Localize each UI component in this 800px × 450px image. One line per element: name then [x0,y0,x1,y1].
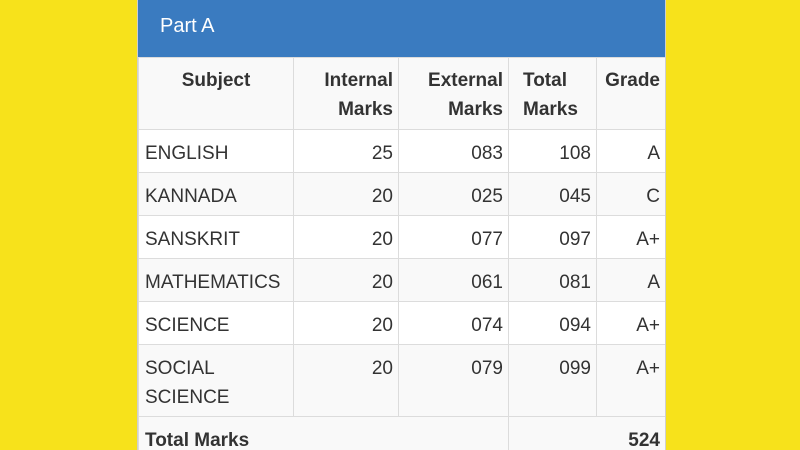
table-row: MATHEMATICS 20 061 081 A [138,258,665,302]
external-cell: 025 [398,172,509,216]
grade-cell: A+ [596,215,665,259]
internal-cell: 20 [293,215,399,259]
subject-cell: MATHEMATICS [138,258,294,302]
results-card: Part A Subject Internal Marks External M… [137,0,666,450]
total-cell: 045 [508,172,597,216]
external-cell: 079 [398,344,509,417]
col-header-external: External Marks [398,57,509,130]
subject-cell: KANNADA [138,172,294,216]
total-cell: 081 [508,258,597,302]
total-cell: 094 [508,301,597,345]
subject-cell: SANSKRIT [138,215,294,259]
col-header-grade: Grade [596,57,665,130]
total-cell: 108 [508,129,597,173]
external-cell: 074 [398,301,509,345]
grade-cell: A [596,129,665,173]
subject-cell: SOCIAL SCIENCE [138,344,294,417]
internal-cell: 20 [293,172,399,216]
total-cell: 099 [508,344,597,417]
subject-cell: ENGLISH [138,129,294,173]
grade-cell: A+ [596,301,665,345]
subject-cell: SCIENCE [138,301,294,345]
table-header-row: Subject Internal Marks External Marks To… [138,57,665,130]
internal-cell: 20 [293,344,399,417]
grade-cell: A [596,258,665,302]
external-cell: 077 [398,215,509,259]
table-row: SOCIAL SCIENCE 20 079 099 A+ [138,344,665,417]
total-marks-label: Total Marks [138,416,509,450]
col-header-total: Total Marks [508,57,597,130]
marks-table: Subject Internal Marks External Marks To… [138,57,665,450]
external-cell: 083 [398,129,509,173]
total-cell: 097 [508,215,597,259]
col-header-internal: Internal Marks [293,57,399,130]
table-row: SANSKRIT 20 077 097 A+ [138,215,665,259]
grade-cell: C [596,172,665,216]
total-marks-row: Total Marks 524 [138,416,665,450]
external-cell: 061 [398,258,509,302]
internal-cell: 20 [293,301,399,345]
table-row: ENGLISH 25 083 108 A [138,129,665,173]
panel-heading: Part A [138,0,665,57]
col-header-subject: Subject [138,57,294,130]
total-marks-value: 524 [508,416,665,450]
table-row: SCIENCE 20 074 094 A+ [138,301,665,345]
internal-cell: 25 [293,129,399,173]
grade-cell: A+ [596,344,665,417]
table-row: KANNADA 20 025 045 C [138,172,665,216]
internal-cell: 20 [293,258,399,302]
